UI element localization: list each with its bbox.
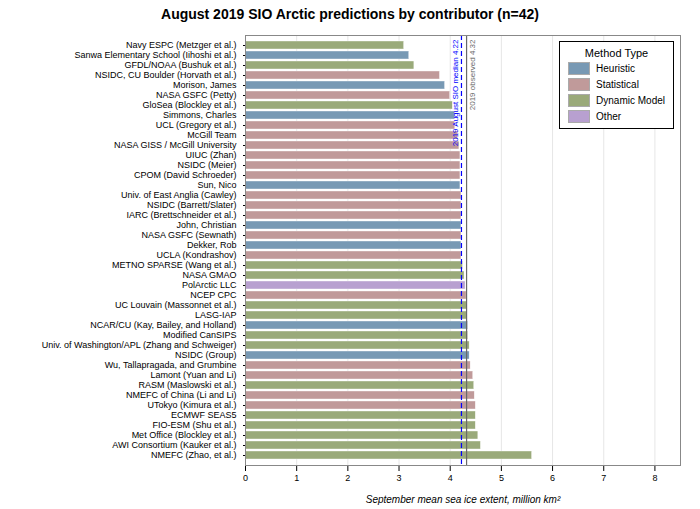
svg-text:NSIDC, CU Boulder (Horvath et: NSIDC, CU Boulder (Horvath et al.) [95,70,237,80]
svg-text:1: 1 [294,473,299,483]
html-text:August 2019 SIO Arctic predict: August 2019 SIO Arctic predictions by co… [161,6,539,22]
svg-text:Wu, Tallapragada, and Grumbine: Wu, Tallapragada, and Grumbine [105,360,237,370]
svg-text:NCAR/CU (Kay, Bailey, and Holl: NCAR/CU (Kay, Bailey, and Holland) [90,320,236,330]
svg-text:UTokyo (Kimura et al.): UTokyo (Kimura et al.) [147,400,236,410]
svg-text:Dekker, Rob: Dekker, Rob [187,240,237,250]
svg-text:UC Louvain (Massonnet et al.): UC Louvain (Massonnet et al.) [115,300,237,310]
svg-text:John, Christian: John, Christian [176,220,236,230]
svg-text:UIUC (Zhan): UIUC (Zhan) [185,150,236,160]
html-text:Method Type: Method Type [584,47,649,59]
html-text:Heuristic: Heuristic [596,63,635,74]
svg-text:LASG-IAP: LASG-IAP [195,310,237,320]
svg-text:7: 7 [601,473,606,483]
html-text:Dynamic Model: Dynamic Model [596,95,665,106]
svg-text:Met Office (Blockley et al.): Met Office (Blockley et al.) [132,430,237,440]
svg-text:ECMWF SEAS5: ECMWF SEAS5 [171,410,237,420]
svg-text:GFDL/NOAA (Bushuk et al.): GFDL/NOAA (Bushuk et al.) [124,60,236,70]
svg-text:Modified CanSIPS: Modified CanSIPS [163,330,237,340]
svg-text:NASA GSFC (Petty): NASA GSFC (Petty) [156,90,237,100]
svg-text:RASM (Maslowski et al.): RASM (Maslowski et al.) [138,380,236,390]
svg-text:2019 August SIO median 4.22: 2019 August SIO median 4.22 [451,39,460,146]
svg-text:IARC (Brettschneider et al.): IARC (Brettschneider et al.) [126,210,236,220]
svg-text:8: 8 [652,473,657,483]
svg-text:NCEP CPC: NCEP CPC [190,290,237,300]
svg-text:6: 6 [550,473,555,483]
svg-text:0: 0 [243,473,248,483]
svg-text:Univ. of Washington/APL (Zhang: Univ. of Washington/APL (Zhang and Schwe… [42,340,237,350]
svg-text:NMEFC (Zhao, et al.): NMEFC (Zhao, et al.) [151,450,237,460]
svg-text:2019 observed 4.32: 2019 observed 4.32 [468,39,477,110]
svg-text:NMEFC of China (Li and Li): NMEFC of China (Li and Li) [126,390,237,400]
svg-text:Lamont (Yuan and Li): Lamont (Yuan and Li) [150,370,236,380]
svg-text:NASA GSFC (Sewnath): NASA GSFC (Sewnath) [141,230,236,240]
svg-text:AWI Consortium (Kauker et al.): AWI Consortium (Kauker et al.) [112,440,236,450]
svg-text:Simmons, Charles: Simmons, Charles [163,110,237,120]
svg-text:METNO SPARSE (Wang et al.): METNO SPARSE (Wang et al.) [112,260,237,270]
svg-text:NASA GISS / McGill University: NASA GISS / McGill University [114,140,237,150]
html-text:Statistical: Statistical [596,79,639,90]
svg-text:UCLA (Kondrashov): UCLA (Kondrashov) [156,250,236,260]
svg-text:4: 4 [448,473,453,483]
svg-text:Morison, James: Morison, James [173,80,237,90]
svg-text:FIO-ESM (Shu et al.): FIO-ESM (Shu et al.) [152,420,236,430]
svg-text:2: 2 [345,473,350,483]
svg-text:NSIDC (Group): NSIDC (Group) [175,350,237,360]
svg-text:PolArctic LLC: PolArctic LLC [182,280,237,290]
svg-text:Navy ESPC (Metzger et al.): Navy ESPC (Metzger et al.) [126,40,237,50]
html-text:Other: Other [596,111,622,122]
svg-text:September mean sea ice extent,: September mean sea ice extent, million k… [366,494,561,505]
svg-text:Sun, Nico: Sun, Nico [197,180,236,190]
svg-text:3: 3 [397,473,402,483]
svg-text:McGill Team: McGill Team [187,130,236,140]
svg-text:CPOM (David Schroeder): CPOM (David Schroeder) [134,170,237,180]
svg-text:Sanwa Elementary School (Iihos: Sanwa Elementary School (Iihoshi et al.) [74,50,236,60]
svg-text:5: 5 [499,473,504,483]
svg-text:Univ. of East Anglia (Cawley): Univ. of East Anglia (Cawley) [121,190,236,200]
svg-text:UCL (Gregory et al.): UCL (Gregory et al.) [156,120,237,130]
svg-text:NSIDC (Meier): NSIDC (Meier) [177,160,236,170]
svg-text:GloSea (Blockley et al.): GloSea (Blockley et al.) [142,100,236,110]
svg-text:NSIDC (Barrett/Slater): NSIDC (Barrett/Slater) [147,200,237,210]
svg-text:NASA GMAO: NASA GMAO [182,270,236,280]
